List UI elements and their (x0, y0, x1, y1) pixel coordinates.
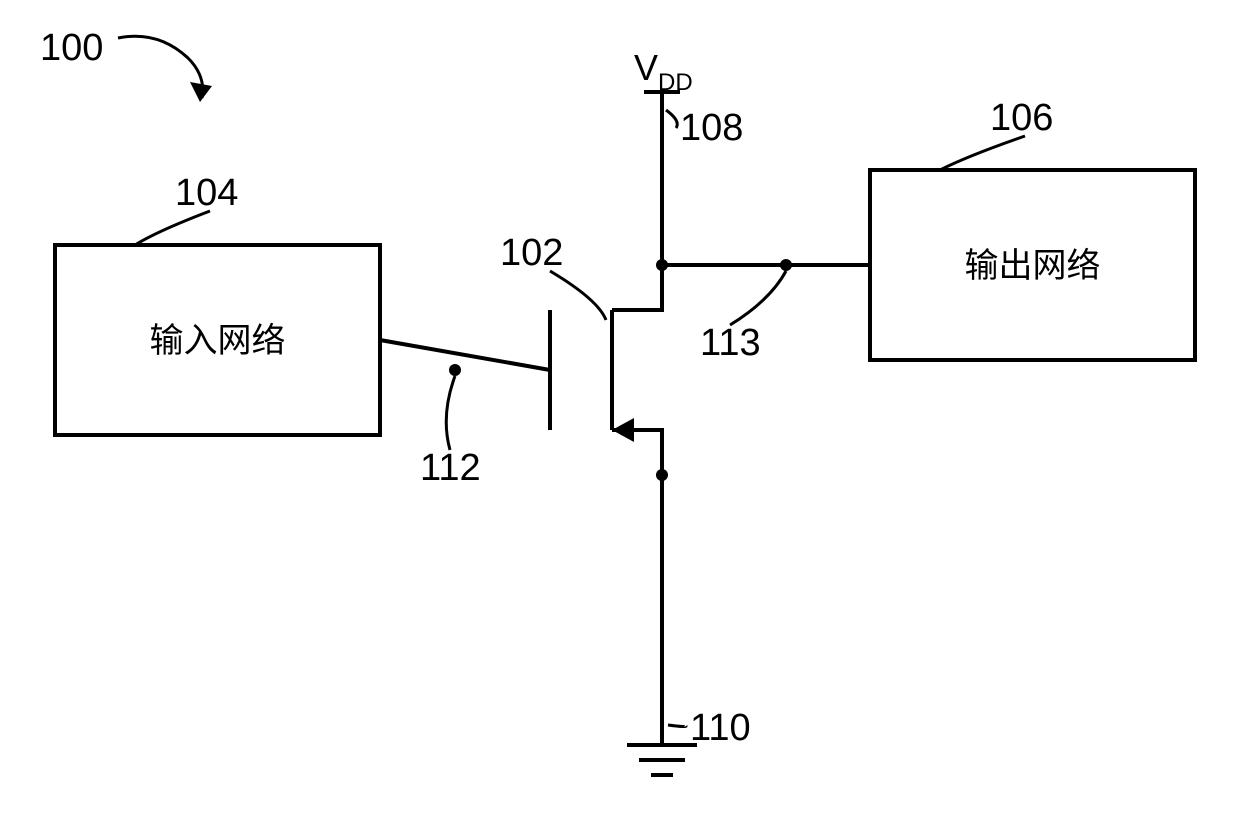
circuit-diagram: 输入网络 输出网络 VDD 100 104 106 108 102 112 113 110 (0, 0, 1240, 822)
mosfet-body-arrow-head (612, 418, 634, 442)
mosfet-drain-leg (612, 265, 662, 310)
ref-108-leader (666, 110, 677, 128)
ref-112-leader (446, 376, 455, 450)
ref-113-leader (730, 271, 786, 325)
node-source (656, 469, 668, 481)
ref-102: 102 (500, 232, 563, 274)
ref-100-arrow (118, 36, 203, 98)
node-output-mid (780, 259, 792, 271)
ref-102-leader (550, 271, 606, 320)
wire-gate (380, 340, 550, 370)
mosfet-source-leg (612, 430, 662, 475)
ref-106-leader (940, 136, 1025, 170)
ref-112: 112 (420, 447, 481, 489)
ref-110: 110 (690, 707, 751, 749)
node-gate (449, 364, 461, 376)
ref-110-leader (668, 725, 686, 727)
node-drain (656, 259, 668, 271)
vdd-label: VDD (634, 47, 693, 96)
ref-106: 106 (990, 97, 1053, 139)
ref-104-leader (135, 211, 210, 245)
ref-100-arrowhead (190, 82, 212, 102)
output-network-label: 输出网络 (965, 247, 1101, 285)
ref-113: 113 (700, 322, 761, 364)
ref-104: 104 (175, 172, 238, 214)
input-network-label: 输入网络 (150, 322, 286, 360)
ref-108: 108 (680, 107, 743, 149)
ref-100: 100 (40, 27, 103, 69)
